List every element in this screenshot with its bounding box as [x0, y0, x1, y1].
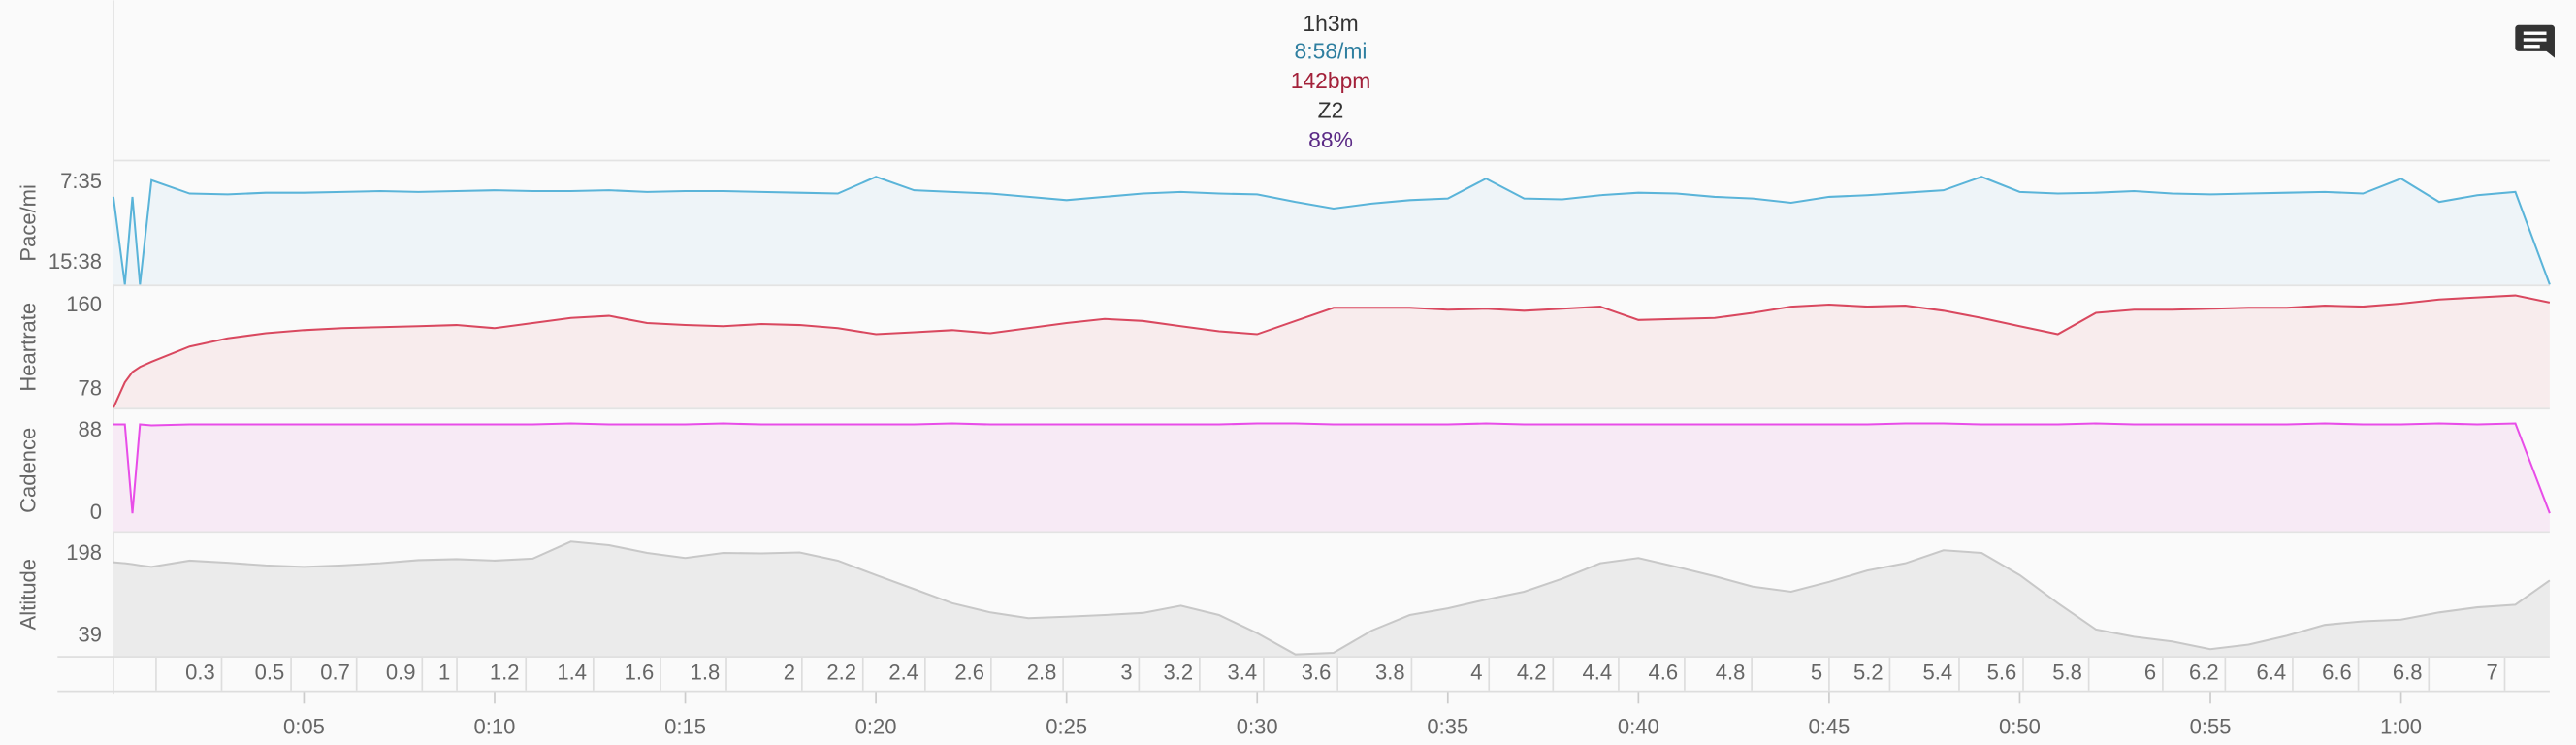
y-tick-label: 198 [66, 540, 102, 565]
distance-tick-label: 3 [1120, 661, 1132, 685]
distance-tick-label: 2 [784, 661, 795, 685]
x-tick-label: 0:10 [474, 715, 516, 739]
y-axis-label: Cadence [16, 428, 40, 513]
distance-tick-label: 0.5 [255, 661, 285, 685]
y-tick-label: 0 [90, 500, 102, 524]
series-line [113, 422, 2551, 514]
distance-tick-label: 0.9 [386, 661, 416, 685]
distance-tick-label: 3.4 [1228, 661, 1258, 685]
series-line [112, 294, 2551, 408]
distance-tick-label: 5.4 [1923, 661, 1953, 685]
distance-tick-label: 6.6 [2322, 661, 2352, 685]
summary-duration: 1h3m [1303, 11, 1358, 36]
x-tick-label: 0:25 [1046, 715, 1087, 739]
y-axis-label: Heartrate [16, 303, 40, 392]
distance-tick-label: 1.2 [490, 661, 520, 685]
distance-tick-label: 2.2 [826, 661, 856, 685]
distance-tick-label: 2.6 [954, 661, 984, 685]
distance-tick-label: 4.4 [1583, 661, 1613, 685]
summary-cadence: 88% [1308, 127, 1353, 152]
area-fill [113, 541, 2550, 657]
distance-tick-label: 4 [1470, 661, 1482, 685]
area-fill [113, 423, 2550, 532]
x-tick-label: 0:40 [1618, 715, 1659, 739]
x-tick-label: 0:20 [855, 715, 897, 739]
x-tick-label: 0:05 [283, 715, 325, 739]
distance-tick-label: 5.6 [1987, 661, 2017, 685]
distance-tick-label: 5.8 [2052, 661, 2082, 685]
x-tick-label: 0:30 [1237, 715, 1278, 739]
distance-tick-label: 1.4 [557, 661, 587, 685]
distance-tick-label: 4.2 [1517, 661, 1547, 685]
x-tick-label: 0:15 [664, 715, 706, 739]
area-fill [113, 295, 2550, 408]
series-line [113, 540, 2551, 656]
y-tick-label: 88 [79, 417, 103, 441]
y-tick-label: 78 [79, 375, 103, 400]
distance-tick-label: 3.8 [1375, 661, 1405, 685]
series-line [112, 176, 2551, 285]
comment-icon[interactable] [2515, 24, 2555, 58]
distance-tick-label: 1.8 [691, 661, 721, 685]
distance-tick-label: 5 [1811, 661, 1822, 685]
distance-tick-label: 6.2 [2189, 661, 2219, 685]
x-tick-label: 1:00 [2380, 715, 2422, 739]
distance-tick-label: 5.2 [1853, 661, 1884, 685]
distance-tick-label: 3.2 [1163, 661, 1193, 685]
distance-tick-label: 7 [2486, 661, 2497, 685]
y-axis-label: Altitude [16, 559, 40, 630]
y-axis-label: Pace/mi [16, 184, 40, 262]
summary-pace: 8:58/mi [1295, 39, 1368, 64]
distance-tick-label: 0.7 [320, 661, 350, 685]
distance-tick-label: 3.6 [1302, 661, 1332, 685]
distance-tick-label: 1 [438, 661, 450, 685]
y-tick-label: 15:38 [48, 249, 102, 274]
y-tick-label: 39 [79, 623, 103, 647]
area-fill [113, 177, 2550, 285]
x-tick-label: 0:50 [1999, 715, 2041, 739]
distance-tick-label: 4.8 [1716, 661, 1746, 685]
distance-tick-label: 4.6 [1649, 661, 1679, 685]
summary-zone: Z2 [1318, 98, 1344, 123]
x-tick-label: 0:35 [1427, 715, 1468, 739]
distance-tick-label: 2.8 [1027, 661, 1057, 685]
summary-heartrate: 142bpm [1291, 68, 1371, 93]
distance-tick-label: 0.3 [185, 661, 215, 685]
distance-tick-label: 6 [2144, 661, 2156, 685]
y-tick-label: 7:35 [60, 169, 102, 193]
distance-tick-label: 2.4 [888, 661, 918, 685]
distance-tick-label: 6.8 [2393, 661, 2423, 685]
distance-tick-label: 6.4 [2257, 661, 2287, 685]
x-tick-label: 0:45 [1808, 715, 1850, 739]
distance-tick-label: 1.6 [625, 661, 655, 685]
x-tick-label: 0:55 [2190, 715, 2232, 739]
y-tick-label: 160 [66, 292, 102, 316]
